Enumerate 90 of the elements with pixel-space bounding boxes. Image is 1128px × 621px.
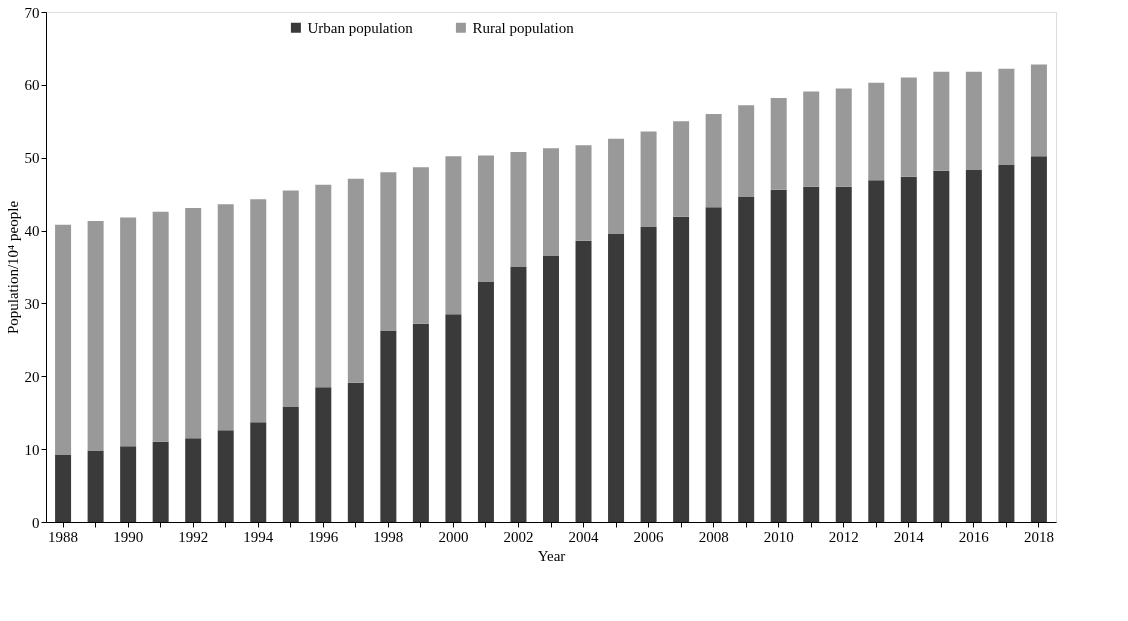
y-tick-label: 20: [24, 368, 40, 385]
y-tick-label: 50: [24, 150, 40, 167]
bar: [575, 145, 592, 241]
bar: [185, 438, 202, 522]
bar: [55, 224, 72, 455]
x-tick-label: 1992: [178, 528, 209, 545]
x-tick-label: 2002: [503, 528, 534, 545]
bar: [933, 170, 950, 522]
bar: [477, 281, 494, 522]
x-tick-label: 1990: [113, 528, 144, 545]
bar: [1030, 64, 1047, 157]
bar: [738, 105, 755, 198]
x-tick-label: 2012: [828, 528, 859, 545]
bar: [55, 454, 72, 522]
bar: [835, 186, 852, 522]
legend-label: Rural population: [472, 19, 575, 36]
bar: [477, 155, 494, 282]
legend-label: Urban population: [307, 19, 414, 36]
bar: [770, 189, 787, 522]
x-tick-label: 2004: [568, 528, 600, 545]
bar: [87, 450, 104, 522]
bar: [835, 88, 852, 187]
bar: [510, 151, 527, 267]
bar: [608, 233, 625, 522]
bar: [217, 430, 234, 522]
bar: [120, 217, 137, 447]
x-tick-label: 2008: [698, 528, 729, 545]
bar: [347, 178, 364, 383]
x-tick-label: 2014: [893, 528, 925, 545]
x-tick-label: 1998: [373, 528, 404, 545]
bar: [1030, 156, 1047, 522]
bar: [510, 267, 527, 522]
bar: [803, 186, 820, 522]
bar: [87, 221, 104, 451]
bar: [965, 71, 982, 171]
bar: [575, 240, 592, 522]
bar: [868, 180, 885, 522]
bar: [738, 197, 755, 522]
x-tick-label: 2010: [763, 528, 794, 545]
y-tick-label: 30: [24, 295, 40, 312]
y-tick-label: 70: [24, 4, 40, 21]
x-tick-label: 2016: [958, 528, 990, 545]
x-tick-label: 1996: [308, 528, 339, 545]
bar: [152, 441, 169, 522]
x-tick-label: 2018: [1023, 528, 1054, 545]
y-tick-label: 60: [24, 77, 40, 94]
x-tick-label: 1988: [48, 528, 79, 545]
bar: [412, 167, 429, 324]
x-tick-label: 2000: [438, 528, 469, 545]
bar: [673, 216, 690, 522]
bar: [965, 170, 982, 522]
x-tick-label: 2006: [633, 528, 665, 545]
bar: [933, 71, 950, 171]
bar: [640, 226, 657, 522]
bar: [347, 382, 364, 522]
x-tick-label: 1994: [243, 528, 274, 545]
bar: [282, 190, 299, 407]
bar: [998, 165, 1015, 522]
y-axis-title: Population/10⁴ people: [4, 200, 21, 335]
bar: [217, 204, 234, 431]
bar: [315, 387, 332, 522]
y-tick-label: 0: [32, 514, 40, 531]
bar: [900, 77, 917, 177]
bar: [868, 82, 885, 181]
bar: [380, 330, 397, 522]
y-tick-label: 10: [24, 441, 40, 458]
bar: [608, 138, 625, 234]
bar: [705, 207, 722, 522]
bar: [152, 211, 169, 442]
bar: [315, 184, 332, 388]
bar: [282, 406, 299, 522]
bar: [770, 97, 787, 190]
bar: [900, 176, 917, 522]
bar: [543, 148, 559, 257]
bar: [640, 131, 657, 227]
bar: [250, 422, 267, 522]
bar: [412, 323, 429, 522]
bar: [120, 446, 137, 522]
bar: [445, 314, 462, 522]
bar: [185, 207, 202, 439]
bar: [445, 156, 462, 315]
bar: [998, 68, 1015, 165]
bar: [250, 199, 267, 423]
y-tick-label: 40: [24, 223, 40, 240]
bar: [543, 256, 559, 522]
bar: [673, 121, 690, 217]
x-axis-title: Year: [537, 547, 566, 564]
bar: [705, 114, 722, 208]
bar: [803, 91, 820, 187]
bar: [380, 172, 397, 331]
